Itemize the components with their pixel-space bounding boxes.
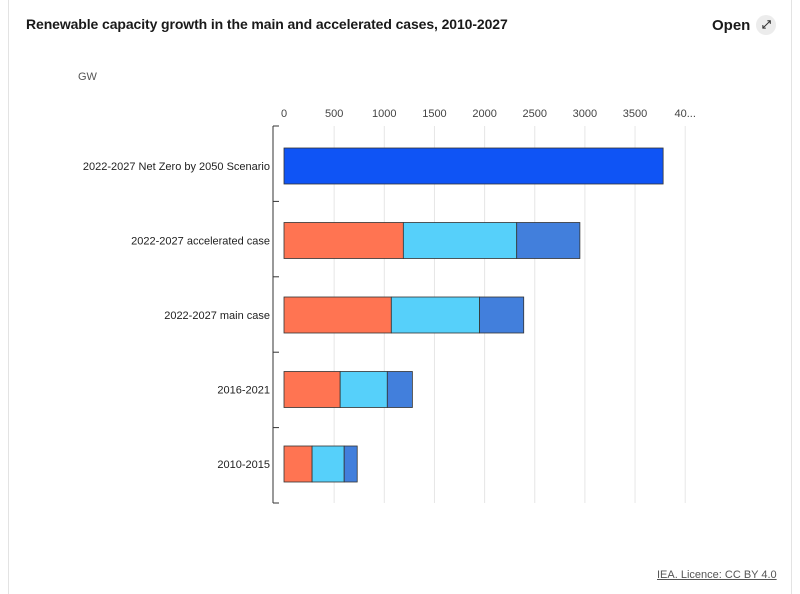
x-tick-label: 2500 <box>523 108 547 120</box>
bar-segment <box>311 445 345 483</box>
x-tick-label: 3500 <box>623 108 647 120</box>
bar-segment <box>283 222 404 259</box>
category-label: 2010-2015 <box>217 459 270 471</box>
bar-segment <box>339 371 388 408</box>
bar-segment <box>283 147 664 185</box>
bar-segment <box>386 371 413 408</box>
unit-label: GW <box>78 71 97 83</box>
bar-segment <box>516 222 581 259</box>
chart-card <box>8 0 792 594</box>
bar-segment <box>283 445 313 483</box>
x-tick-label: 3000 <box>573 108 597 120</box>
bar-segment <box>479 296 525 334</box>
x-tick-label: 0 <box>281 108 287 120</box>
category-label: 2022-2027 accelerated case <box>131 236 270 248</box>
open-button[interactable]: Open ⤢ <box>712 15 777 35</box>
bar-segment <box>402 222 518 259</box>
open-label: Open <box>712 16 751 34</box>
x-tick-label: 1500 <box>422 108 446 120</box>
category-label: 2022-2027 Net Zero by 2050 Scenario <box>83 161 270 173</box>
x-tick-label: 500 <box>325 108 343 120</box>
x-tick-label: 2000 <box>472 108 496 120</box>
licence-link[interactable]: IEA. Licence: CC BY 4.0 <box>657 569 777 581</box>
x-tick-label: 40... <box>674 108 695 120</box>
category-label: 2022-2027 main case <box>164 310 270 322</box>
x-tick-label: 1000 <box>372 108 396 120</box>
category-label: 2016-2021 <box>217 385 270 397</box>
bar-segment <box>283 371 341 408</box>
bar-segment <box>390 296 480 334</box>
bar-segment <box>343 445 358 483</box>
chart-title: Renewable capacity growth in the main an… <box>26 16 508 32</box>
bar-segment <box>283 296 392 334</box>
expand-icon: ⤢ <box>756 15 777 35</box>
